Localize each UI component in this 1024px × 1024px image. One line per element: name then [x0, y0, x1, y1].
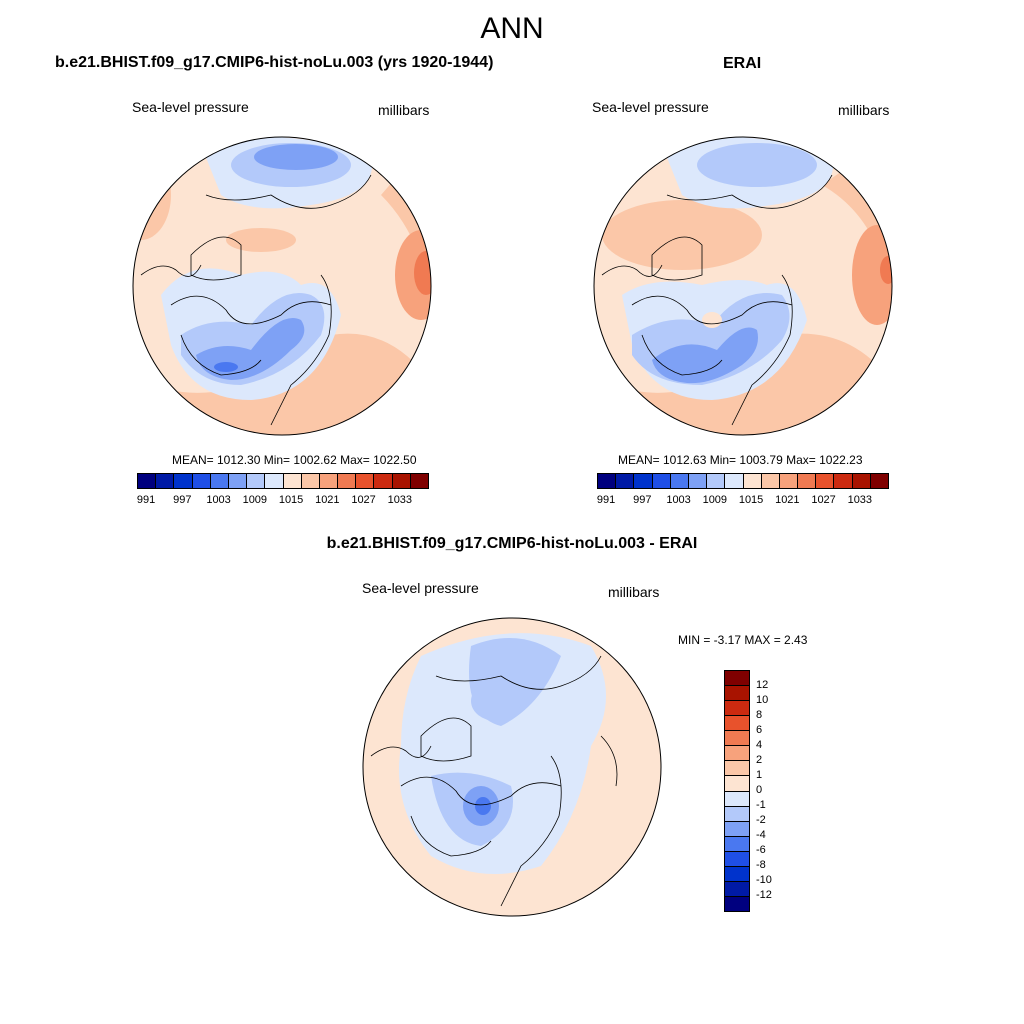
obs-colorbar-tick-label: 1033 — [847, 494, 873, 506]
obs-colorbar-box — [598, 474, 617, 488]
diff-colorbar-box — [725, 836, 749, 852]
model-colorbar-box — [247, 474, 266, 488]
diff-units-label: millibars — [608, 584, 660, 600]
model-panel-title: b.e21.BHIST.f09_g17.CMIP6-hist-noLu.003 … — [55, 54, 494, 71]
obs-units-label: millibars — [838, 102, 890, 118]
model-colorbar-box — [138, 474, 157, 488]
diff-colorbar-box — [725, 851, 749, 867]
model-colorbar-tick-label: 991 — [136, 494, 156, 506]
obs-stats: MEAN= 1012.63 Min= 1003.79 Max= 1022.23 — [618, 453, 863, 467]
obs-colorbar-tick-label: 991 — [596, 494, 616, 506]
model-colorbar-tick-label: 1021 — [315, 494, 340, 506]
diff-colorbar-tick-label: 2 — [756, 754, 763, 766]
diff-colorbar-box — [725, 791, 749, 807]
diff-variable-label: Sea-level pressure — [362, 580, 479, 596]
model-colorbar-box — [356, 474, 375, 488]
model-colorbar-box — [319, 474, 339, 488]
diff-colorbar-box — [725, 671, 749, 687]
model-colorbar-box — [210, 474, 229, 488]
model-colorbar-tick-label: 1009 — [242, 494, 268, 506]
model-colorbar-box — [301, 474, 320, 488]
diff-colorbar-tick-label: 0 — [756, 784, 763, 796]
model-colorbar-box — [156, 474, 175, 488]
obs-colorbar-box — [688, 474, 708, 488]
model-variable-label: Sea-level pressure — [132, 99, 249, 115]
model-colorbar — [137, 473, 429, 489]
model-colorbar-box — [283, 474, 302, 488]
diff-stats: MIN = -3.17 MAX = 2.43 — [678, 633, 808, 647]
diff-colorbar-box — [725, 821, 749, 837]
model-colorbar-box — [374, 474, 393, 488]
model-colorbar-tick-label: 1015 — [278, 494, 304, 506]
obs-colorbar-box — [707, 474, 726, 488]
obs-colorbar-box — [634, 474, 653, 488]
obs-colorbar-box — [743, 474, 762, 488]
diff-colorbar-box — [725, 881, 749, 897]
obs-colorbar-box — [870, 474, 888, 488]
diff-colorbar-box — [725, 866, 749, 882]
obs-panel-title: ERAI — [723, 55, 762, 72]
diff-colorbar-box — [725, 701, 749, 717]
obs-colorbar-box — [616, 474, 635, 488]
diff-colorbar-tick-label: 12 — [756, 679, 769, 691]
diff-colorbar-box — [725, 776, 749, 792]
obs-colorbar-box — [652, 474, 671, 488]
diff-colorbar-box — [725, 761, 749, 777]
model-stats: MEAN= 1012.30 Min= 1002.62 Max= 1022.50 — [172, 453, 417, 467]
model-colorbar-tick-label: 1003 — [206, 494, 231, 506]
diff-colorbar-tick-label: 4 — [756, 739, 763, 751]
diff-panel-title: b.e21.BHIST.f09_g17.CMIP6-hist-noLu.003 … — [326, 535, 698, 552]
model-colorbar-tick-label: 1027 — [351, 494, 376, 506]
diff-colorbar-tick-label: 6 — [756, 724, 763, 736]
diff-colorbar-tick-label: 1 — [756, 769, 763, 781]
model-colorbar-tick-label: 1033 — [387, 494, 413, 506]
diff-colorbar-tick-label: -12 — [756, 889, 772, 901]
obs-variable-label: Sea-level pressure — [592, 99, 709, 115]
obs-colorbar-tick-label: 1027 — [811, 494, 836, 506]
obs-colorbar-box — [798, 474, 817, 488]
model-colorbar-box — [392, 474, 411, 488]
obs-colorbar-tick-label: 1009 — [702, 494, 728, 506]
obs-colorbar-box — [852, 474, 871, 488]
obs-polar-map — [593, 136, 893, 436]
diff-colorbar-tick-label: -8 — [756, 859, 766, 871]
diff-colorbar-tick-label: -1 — [756, 799, 766, 811]
obs-colorbar-tick-label: 1003 — [666, 494, 691, 506]
model-colorbar-box — [338, 474, 357, 488]
model-colorbar-box — [228, 474, 248, 488]
obs-colorbar-box — [834, 474, 853, 488]
obs-colorbar-box — [725, 474, 744, 488]
diff-colorbar — [724, 670, 750, 912]
obs-colorbar — [597, 473, 889, 489]
model-colorbar-box — [174, 474, 193, 488]
diff-colorbar-box — [725, 746, 749, 762]
obs-colorbar-box — [670, 474, 689, 488]
diff-polar-map — [362, 617, 662, 917]
model-colorbar-tick-label: 997 — [173, 494, 192, 506]
diff-colorbar-tick-label: 10 — [756, 694, 769, 706]
obs-colorbar-tick-label: 997 — [633, 494, 652, 506]
figure-title: ANN — [480, 12, 544, 45]
diff-colorbar-tick-label: 8 — [756, 709, 763, 721]
obs-colorbar-tick-label: 1015 — [738, 494, 764, 506]
obs-colorbar-box — [816, 474, 835, 488]
model-colorbar-box — [265, 474, 284, 488]
model-units-label: millibars — [378, 102, 430, 118]
diff-colorbar-box — [725, 731, 749, 747]
diff-colorbar-tick-label: -4 — [756, 829, 766, 841]
model-colorbar-box — [410, 474, 428, 488]
model-colorbar-box — [192, 474, 211, 488]
diff-colorbar-box — [725, 806, 749, 822]
diff-colorbar-tick-label: -6 — [756, 844, 766, 856]
obs-colorbar-tick-label: 1021 — [775, 494, 800, 506]
diff-colorbar-box — [725, 716, 749, 732]
obs-colorbar-box — [779, 474, 799, 488]
diff-colorbar-tick-label: -10 — [756, 874, 772, 886]
diff-colorbar-tick-label: -2 — [756, 814, 766, 826]
diff-colorbar-box — [725, 896, 749, 911]
diff-colorbar-box — [725, 686, 749, 702]
obs-colorbar-box — [761, 474, 780, 488]
model-polar-map — [132, 136, 432, 436]
